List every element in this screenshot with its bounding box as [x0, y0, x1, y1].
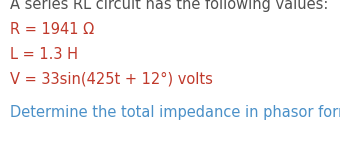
- Text: V = 33sin(425t + 12°) volts: V = 33sin(425t + 12°) volts: [10, 72, 213, 87]
- Text: R = 1941 Ω: R = 1941 Ω: [10, 22, 94, 37]
- Text: A series RL circuit has the following values:: A series RL circuit has the following va…: [10, 0, 328, 12]
- Text: Determine the total impedance in phasor form.: Determine the total impedance in phasor …: [10, 105, 340, 120]
- Text: L = 1.3 H: L = 1.3 H: [10, 47, 78, 62]
